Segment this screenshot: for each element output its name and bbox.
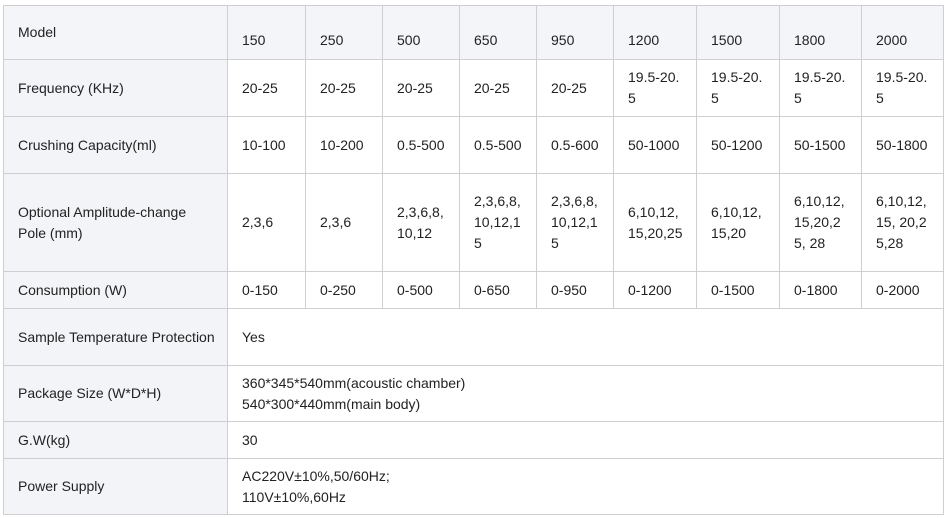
value-cell: 50-1000: [613, 116, 697, 174]
value-cell: 0-1200: [613, 271, 697, 309]
row-label: Crushing Capacity(ml): [3, 116, 228, 174]
value-cell: 6,10,12,15,20,25, 28: [779, 173, 862, 272]
value-cell: 30: [227, 421, 944, 459]
value-cell: 19.5-20.5: [696, 59, 780, 117]
value-cell: 0-150: [227, 271, 306, 309]
table-row: Optional Amplitude-change Pole (mm) 2,3,6…: [3, 173, 944, 272]
value-cell: 0-1800: [779, 271, 862, 309]
value-cell: Yes: [227, 308, 944, 366]
value-line: 30: [242, 431, 258, 448]
model-cell: 250: [305, 5, 383, 60]
model-cell: 1800: [779, 5, 862, 60]
value-line: 110V±10%,60Hz: [242, 488, 346, 505]
table-row: Frequency (KHz) 20-25 20-25 20-25 20-25 20-25…: [3, 59, 944, 117]
row-label: Optional Amplitude-change Pole (mm): [3, 173, 228, 272]
value-cell: 19.5-20.5: [779, 59, 862, 117]
model-cell: 2000: [861, 5, 944, 60]
value-cell: 6,10,12,15,20,25: [613, 173, 697, 272]
table-row: Crushing Capacity(ml) 10-100 10-200 0.5-500…: [3, 116, 944, 174]
model-cell: 1200: [613, 5, 697, 60]
row-label: Package Size (W*D*H): [3, 365, 228, 422]
value-cell: 0.5-500: [459, 116, 537, 174]
value-cell: AC220V±10%,50/60Hz; 110V±10%,60Hz: [227, 458, 944, 515]
value-cell: 50-1500: [779, 116, 862, 174]
value-cell: 2,3,6,8,10,12,15: [459, 173, 537, 272]
value-cell: 0-950: [536, 271, 614, 309]
value-cell: 20-25: [536, 59, 614, 117]
value-cell: 50-1800: [861, 116, 944, 174]
value-line: 360*345*540mm(acoustic chamber): [242, 374, 466, 391]
table-row: Package Size (W*D*H) 360*345*540mm(acoust…: [3, 365, 944, 422]
row-label: Consumption (W): [3, 271, 228, 309]
value-cell: 10-200: [305, 116, 383, 174]
spec-table: Model 150 250 500 650 950 1200 1500 1800 2000 Freq…: [3, 5, 944, 515]
value-cell: 20-25: [305, 59, 383, 117]
value-cell: 10-100: [227, 116, 306, 174]
value-cell: 20-25: [459, 59, 537, 117]
row-label: Model: [3, 5, 228, 60]
value-cell: 0-650: [459, 271, 537, 309]
value-cell: 20-25: [382, 59, 460, 117]
value-cell: 19.5-20.5: [613, 59, 697, 117]
value-cell: 2,3,6,8,10,12,15: [536, 173, 614, 272]
table-row: Sample Temperature Protection Yes: [3, 308, 944, 366]
table-row: Consumption (W) 0-150 0-250 0-500 0-650 0-950…: [3, 271, 944, 309]
model-cell: 1500: [696, 5, 780, 60]
model-cell: 150: [227, 5, 306, 60]
value-cell: 0-1500: [696, 271, 780, 309]
value-cell: 0-500: [382, 271, 460, 309]
value-cell: 6,10,12,15,20: [696, 173, 780, 272]
value-cell: 0-2000: [861, 271, 944, 309]
value-line: AC220V±10%,50/60Hz;: [242, 467, 390, 484]
row-label: Power Supply: [3, 458, 228, 515]
table-header-row: Model 150 250 500 650 950 1200 1500 1800 2000: [3, 5, 944, 60]
value-cell: 0.5-600: [536, 116, 614, 174]
table-row: Power Supply AC220V±10%,50/60Hz; 110V±10%,…: [3, 458, 944, 515]
value-line: Yes: [242, 328, 265, 345]
value-cell: 2,3,6: [227, 173, 306, 272]
model-cell: 650: [459, 5, 537, 60]
model-cell: 950: [536, 5, 614, 60]
value-cell: 0.5-500: [382, 116, 460, 174]
value-cell: 0-250: [305, 271, 383, 309]
model-cell: 500: [382, 5, 460, 60]
table-row: G.W(kg) 30: [3, 421, 944, 459]
value-cell: 50-1200: [696, 116, 780, 174]
value-cell: 6,10,12,15, 20,25,28: [861, 173, 944, 272]
value-cell: 19.5-20.5: [861, 59, 944, 117]
value-line: 540*300*440mm(main body): [242, 395, 421, 412]
row-label: G.W(kg): [3, 421, 228, 459]
value-cell: 360*345*540mm(acoustic chamber) 540*300*4…: [227, 365, 944, 422]
row-label: Frequency (KHz): [3, 59, 228, 117]
value-cell: 2,3,6,8,10,12: [382, 173, 460, 272]
row-label: Sample Temperature Protection: [3, 308, 228, 366]
value-cell: 2,3,6: [305, 173, 383, 272]
value-cell: 20-25: [227, 59, 306, 117]
